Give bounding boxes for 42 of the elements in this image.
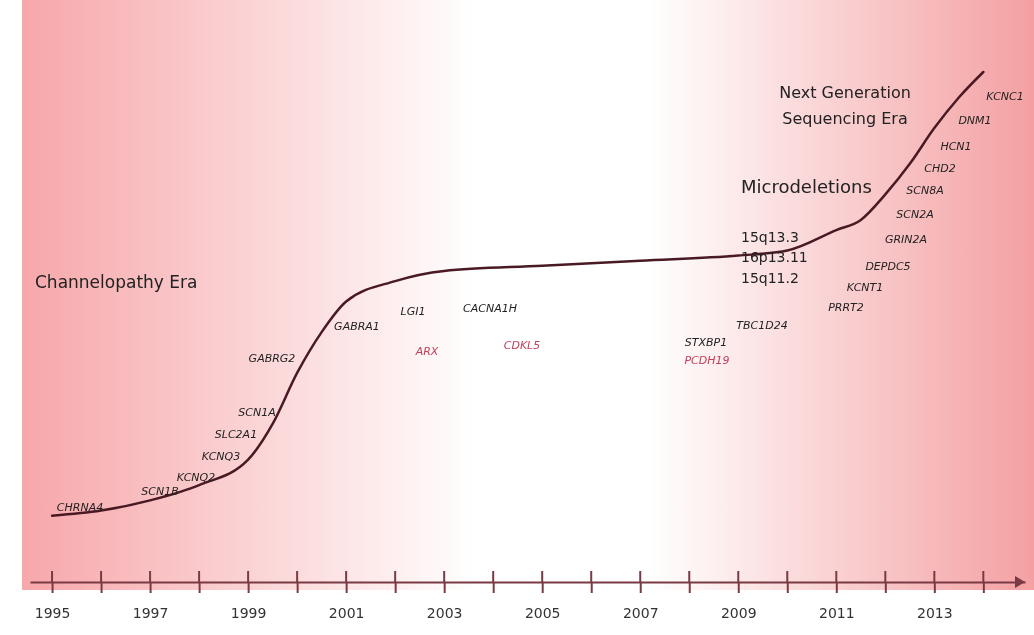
x-tick-label: 2001 [328, 604, 365, 621]
annotation: PCDH19 [684, 354, 730, 367]
annotation: HCN1 [940, 140, 972, 153]
annotation: 16p13.11 [741, 249, 808, 265]
x-tick-label: 2011 [818, 604, 855, 621]
annotation: SCN1B [141, 485, 179, 498]
annotation: GABRA1 [334, 320, 380, 333]
annotation: SCN1A [238, 406, 276, 419]
annotation: KCNQ2 [176, 471, 216, 484]
x-tick-label: 1995 [34, 604, 71, 621]
annotation: GABRG2 [248, 352, 296, 365]
annotation: STXBP1 [684, 336, 728, 349]
x-tick-label: 2007 [622, 604, 659, 621]
x-tick-label: 2013 [917, 604, 953, 621]
annotation: CHD2 [924, 162, 956, 175]
annotation: CHRNA4 [56, 501, 104, 514]
x-tick-label: 2003 [426, 604, 463, 621]
annotation: Channelopathy Era [35, 272, 198, 292]
annotation: CACNA1H [463, 302, 517, 315]
annotation: Sequencing Era [782, 109, 908, 128]
annotation: DNM1 [958, 114, 992, 127]
annotation: PRRT2 [828, 301, 864, 314]
annotation: 15q11.2 [741, 270, 799, 286]
annotation: SCN8A [906, 184, 944, 197]
annotation: GRIN2A [884, 233, 928, 246]
annotation: Next Generation [779, 83, 911, 102]
annotation: ARX [414, 345, 439, 358]
annotation: DEPDC5 [865, 260, 911, 273]
annotation: KCNC1 [986, 90, 1024, 103]
x-tick-label: 1997 [132, 604, 169, 621]
annotation: 15q13.3 [741, 229, 799, 245]
annotation: TBC1D24 [736, 319, 788, 332]
x-tick-label: 2009 [720, 604, 757, 621]
annotation: KCNT1 [846, 281, 884, 294]
annotation: SCN2A [896, 208, 934, 221]
annotation: SLC2A1 [214, 428, 258, 441]
annotation: CDKL5 [503, 339, 541, 352]
x-tick-label: 2005 [524, 604, 561, 621]
x-tick-label: 1999 [230, 604, 267, 621]
annotation: KCNQ3 [201, 450, 241, 463]
annotation: LGI1 [400, 305, 426, 318]
annotation: Microdeletions [741, 176, 872, 197]
